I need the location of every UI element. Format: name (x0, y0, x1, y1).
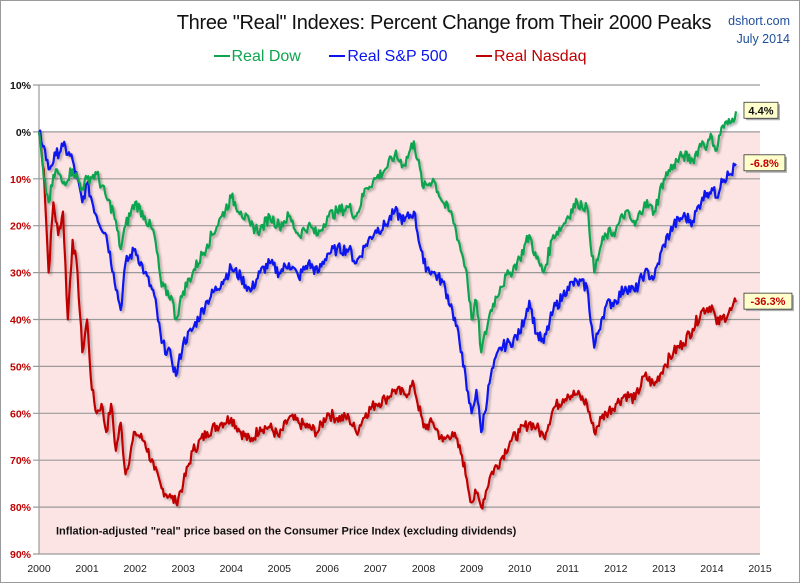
source-credit: dshort.com July 2014 (728, 12, 790, 48)
y-tick-label: 40% (10, 315, 32, 327)
end-label-text: -6.8% (750, 158, 779, 170)
x-tick-label: 2014 (700, 563, 724, 575)
y-tick-label: 50% (10, 361, 32, 373)
legend-item-real-dow: Real Dow (213, 48, 301, 66)
legend-label-real-dow: Real Dow (231, 48, 301, 65)
legend-label-real-nasdaq: Real Nasdaq (493, 48, 587, 65)
x-tick-label: 2015 (748, 563, 772, 575)
y-axis: 10% 0% 10% 20% 30% 40% 50% 60% 70% 80% 90% (10, 80, 40, 561)
y-tick-label: 10% (10, 174, 32, 186)
y-tick-label: 0% (16, 127, 32, 139)
legend-swatch-real-sp500 (329, 54, 346, 57)
x-tick-label: 2008 (412, 563, 436, 575)
y-tick-label: 80% (10, 502, 32, 514)
series-line-real-s-p-500 (38, 129, 737, 434)
y-tick-label: 10% (10, 80, 32, 92)
end-label-box (743, 292, 793, 310)
x-tick-label: 2003 (172, 563, 196, 575)
x-tick-label: 2006 (316, 563, 340, 575)
x-tick-label: 2005 (268, 563, 292, 575)
end-label-real-s-p-500: -6.8% (743, 154, 787, 173)
source-date: July 2014 (736, 32, 790, 46)
x-tick-label: 2002 (123, 563, 147, 575)
y-tick-label: 30% (10, 268, 32, 280)
y-tick-label: 90% (10, 549, 32, 561)
x-tick-label: 2013 (652, 563, 676, 575)
x-tick-label: 2000 (27, 563, 51, 575)
x-tick-label: 2001 (75, 563, 99, 575)
legend-swatch-real-dow (213, 54, 230, 57)
plot-background-negative (39, 131, 760, 554)
x-tick-label: 2004 (220, 563, 244, 575)
end-label-text: 4.4% (748, 105, 773, 117)
legend-swatch-real-nasdaq (475, 54, 492, 57)
end-label-real-nasdaq: -36.3% (743, 292, 794, 312)
legend: Real Dow Real S&P 500 Real Nasdaq (0, 48, 800, 66)
x-tick-label: 2010 (508, 563, 532, 575)
series-lines (37, 111, 738, 510)
y-tick-label: 20% (10, 221, 32, 233)
gridlines (33, 84, 760, 555)
end-label-box (743, 101, 779, 119)
annotation-note: Inflation-adjusted "real" price based on… (56, 526, 517, 538)
end-label-real-dow: 4.4% (743, 101, 780, 121)
y-tick-label: 60% (10, 408, 32, 420)
x-tick-label: 2011 (556, 563, 579, 575)
x-tick-label: 2009 (460, 563, 484, 575)
end-labels: 4.4% -6.8% -36.3% (743, 101, 794, 312)
legend-label-real-sp500: Real S&P 500 (347, 48, 448, 65)
chart-title-text: Three "Real" Indexes: Percent Change fro… (176, 12, 712, 34)
end-label-box (743, 154, 786, 172)
x-tick-label: 2012 (604, 563, 628, 575)
legend-item-real-nasdaq: Real Nasdaq (475, 48, 587, 66)
x-tick-label: 2007 (364, 563, 388, 575)
legend-item-real-sp500: Real S&P 500 (329, 48, 448, 66)
y-tick-label: 70% (10, 455, 32, 467)
x-axis: 2000 2001 2002 2003 2004 2005 2006 2007 2008 2009… (27, 563, 772, 575)
series-line-real-nasdaq (37, 131, 738, 510)
chart-title: Three "Real" Indexes: Percent Change fro… (0, 12, 800, 35)
end-label-text: -36.3% (751, 296, 786, 308)
series-line-real-dow (37, 111, 738, 354)
source-site: dshort.com (728, 14, 790, 28)
